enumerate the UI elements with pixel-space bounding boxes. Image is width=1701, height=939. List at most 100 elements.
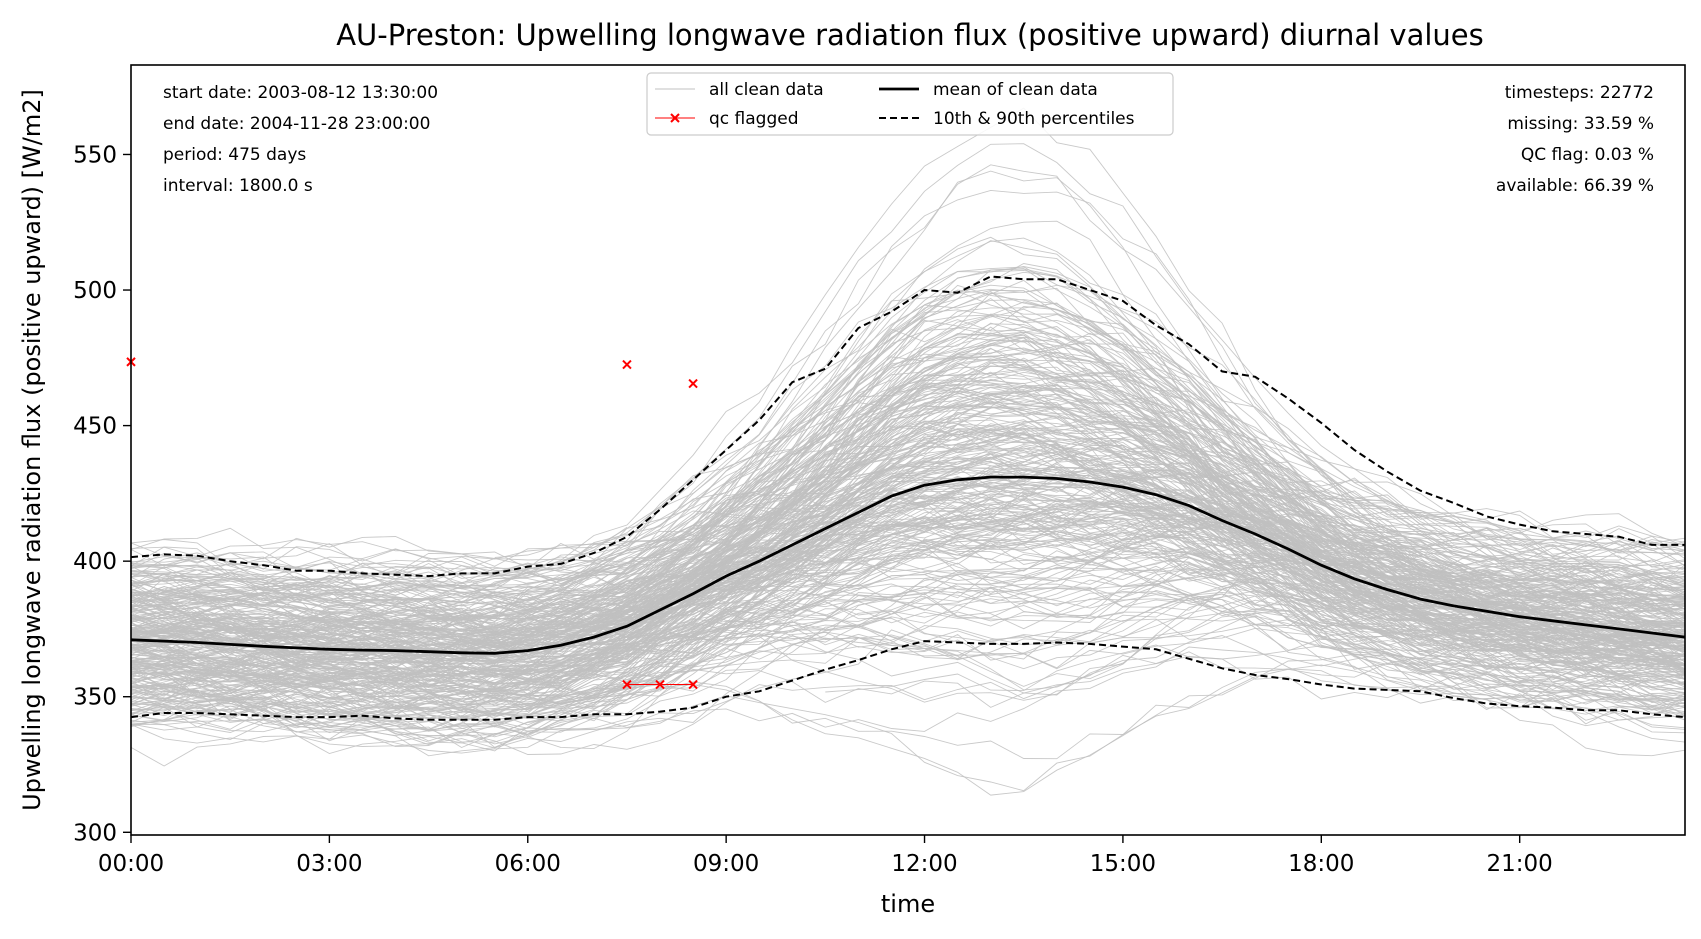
clean-data-line [130,443,1686,635]
legend-label-mean: mean of clean data [933,80,1098,100]
clean-data-line [130,609,1686,687]
legend-label-clean: all clean data [709,80,824,100]
clean-data-line [130,403,1686,581]
clean-data-line [130,362,1686,635]
y-tick-label: 550 [73,142,117,168]
clean-data-line [130,564,1686,699]
clean-data-line [130,143,1686,590]
clean-data-line [130,326,1686,623]
clean-data-line [560,611,1686,711]
clean-data-line [130,406,1686,686]
qc-flag-marker [655,679,665,690]
clean-data-line [130,433,1686,602]
y-axis: 300 350 400 450 500 550 [73,142,131,846]
clean-data-line [130,107,1686,618]
legend-box [646,72,1174,136]
y-tick-label: 350 [73,685,117,711]
clean-data-line [130,271,1686,646]
clean-data-line [130,420,1686,578]
clean-data-line [130,545,1686,693]
clean-data-line [130,486,1686,595]
clean-data-line [130,343,1686,596]
info-right: timesteps: 22772 missing: 33.59 % QC fla… [1496,83,1654,196]
x-tick-label: 00:00 [98,851,164,877]
clean-data-line [130,326,1686,630]
clean-data-line [130,513,1686,608]
clean-data-line [792,456,1686,676]
y-tick-label: 400 [73,549,117,575]
qc-flag-marker [688,679,698,690]
x-tick-label: 06:00 [495,851,561,877]
clean-data-line [130,382,1686,648]
info-interval: interval: 1800.0 s [163,176,313,196]
clean-data-line [362,266,1686,639]
info-missing: missing: 33.59 % [1507,114,1654,134]
clean-data-line [130,595,793,719]
clean-data-line [130,577,1686,695]
clean-data-line [130,490,1686,711]
clean-data-line [395,487,1686,700]
legend-label-qc: qc flagged [709,109,799,129]
qc-flag-marker [622,679,632,690]
clean-data-line [130,527,1686,721]
clean-data-line [130,474,1686,688]
clean-data-line [130,668,1686,792]
clean-data-line [825,534,1686,639]
clean-data-line [296,360,1686,668]
clean-data-line [130,284,1686,628]
clean-data-line [130,651,1686,755]
clean-data-line [130,453,1686,602]
clean-data-line [130,618,1686,715]
info-qc-flag: QC flag: 0.03 % [1521,145,1654,165]
clean-data-line [130,646,1686,757]
info-timesteps: timesteps: 22772 [1505,83,1654,103]
x-axis-label: time [881,890,935,918]
clean-data-line [130,406,1686,677]
clean-data-line [130,392,1686,742]
clean-data-line [130,397,1686,583]
clean-data-line [130,471,1686,656]
plot-frame [130,64,1686,836]
clean-data-line [692,537,1686,688]
info-end-date: end date: 2004-11-28 23:00:00 [163,114,430,134]
info-start-date: start date: 2003-08-12 13:30:00 [163,83,438,103]
x-tick-label: 12:00 [891,851,957,877]
clean-data-line [130,385,1686,672]
x-tick-label: 03:00 [296,851,362,877]
clean-data-line [428,390,1686,654]
clean-data-line [130,542,1686,719]
clean-data-lines [130,107,1686,796]
clean-data-line [758,433,1686,592]
clean-data-line [130,629,1686,754]
clean-data-line [130,561,1686,767]
x-tick-label: 15:00 [1090,851,1156,877]
clean-data-line [130,302,1686,664]
percentile-line [130,640,1686,721]
y-tick-label: 300 [73,820,117,846]
clean-data-line [130,523,1686,639]
clean-data-line [130,351,1686,577]
y-tick-label: 500 [73,278,117,304]
x-tick-label: 18:00 [1288,851,1354,877]
mean-line [130,475,1686,655]
clean-data-line [130,565,1686,691]
clean-data-line [130,474,1686,593]
clean-data-line [130,508,1686,722]
clean-data-line [130,423,1686,610]
info-period: period: 475 days [163,145,306,165]
clean-data-line [130,598,727,661]
clean-data-line [130,439,1686,642]
x-tick-label: 21:00 [1487,851,1553,877]
y-tick-label: 450 [73,414,117,440]
clean-data-line [130,403,1686,697]
clean-data-line [130,482,1686,696]
clean-data-line [825,644,1686,730]
clean-data-line [130,368,1190,598]
clean-data-line [130,496,1686,630]
y-axis-label: Upwelling longwave radiation flux (posit… [18,89,46,811]
clean-data-line [130,598,958,685]
clean-data-line [130,550,1686,650]
x-tick-label: 09:00 [693,851,759,877]
x-axis: 00:00 03:00 06:00 09:00 12:00 15:00 18:00 21:00 [98,835,1553,877]
